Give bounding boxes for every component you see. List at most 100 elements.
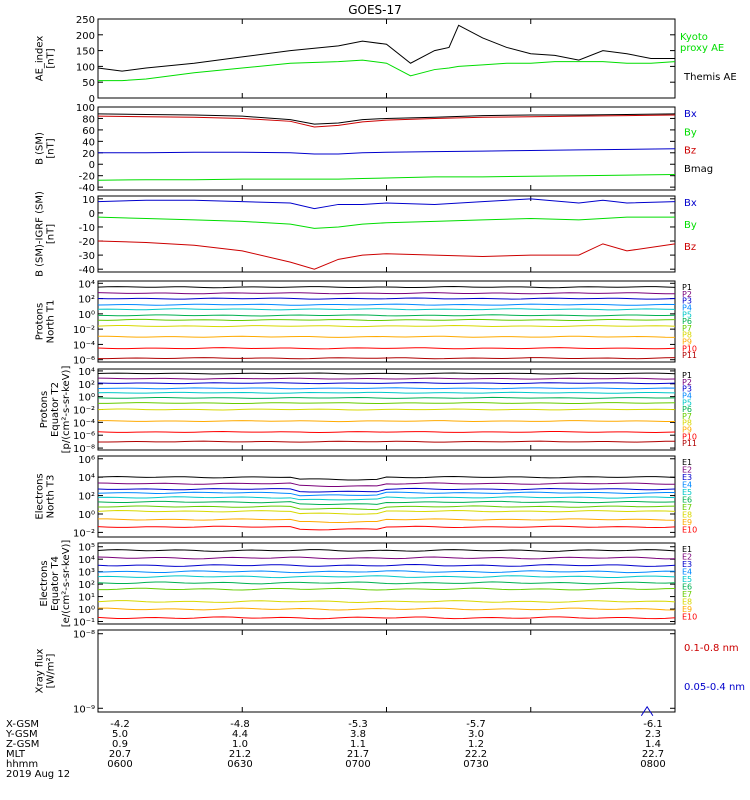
series-line bbox=[97, 198, 676, 210]
footer-value: 2.3 bbox=[645, 729, 661, 740]
series-line bbox=[97, 216, 675, 229]
y-axis-title: ProtonsNorth T1 bbox=[35, 300, 57, 344]
channel-label: P3 bbox=[682, 297, 692, 306]
channel-line bbox=[97, 314, 676, 317]
channel-label: P8 bbox=[682, 419, 692, 428]
channel-line bbox=[97, 570, 676, 574]
y-tick-label: 20 bbox=[82, 149, 95, 160]
channel-line bbox=[97, 518, 676, 524]
y-tick-label: 10⁴ bbox=[78, 367, 95, 378]
channel-label: E7 bbox=[682, 503, 692, 512]
footer-value: 0.9 bbox=[112, 739, 128, 750]
channel-label: E8 bbox=[682, 598, 692, 607]
y-tick-label: 10⁶ bbox=[78, 455, 95, 466]
y-tick-label: -30 bbox=[79, 251, 95, 262]
channel-line bbox=[97, 616, 676, 620]
channel-line bbox=[97, 335, 676, 338]
legend-label: Bx bbox=[684, 109, 697, 120]
channel-label: E9 bbox=[682, 605, 692, 614]
y-tick-label: 10⁻² bbox=[73, 528, 95, 539]
y-tick-label: 0 bbox=[89, 160, 95, 171]
footer-value: 0800 bbox=[640, 759, 665, 770]
channel-line bbox=[97, 491, 676, 497]
channel-label: E3 bbox=[682, 473, 692, 482]
legend-label: By bbox=[684, 220, 697, 231]
channel-label: P4 bbox=[682, 391, 692, 400]
y-tick-label: -40 bbox=[79, 183, 95, 194]
footer-value: 0630 bbox=[227, 759, 252, 770]
y-tick-label: 50 bbox=[82, 78, 95, 89]
y-tick-label: -10 bbox=[79, 223, 95, 234]
series-line bbox=[640, 705, 654, 716]
y-tick-label: 10⁴ bbox=[78, 473, 95, 484]
channel-line bbox=[97, 308, 676, 311]
y-tick-label: 0 bbox=[89, 94, 95, 105]
y-tick-label: 10⁻⁸ bbox=[73, 630, 95, 641]
channel-label: P5 bbox=[682, 398, 692, 407]
footer-value: 3.8 bbox=[350, 729, 366, 740]
legend-label: By bbox=[684, 127, 697, 138]
channel-line bbox=[97, 525, 676, 531]
legend-label: Themis AE bbox=[683, 72, 737, 83]
channel-label: P4 bbox=[682, 303, 692, 312]
y-tick-label: 10³ bbox=[78, 568, 95, 579]
channel-label: P6 bbox=[682, 405, 692, 414]
panel-xray: 10⁻⁸ 10⁻⁹ Xray flux[W/m²] 0.1-0.8 nm 0.05-0.… bbox=[35, 629, 745, 716]
footer-value: 1.2 bbox=[468, 739, 484, 750]
y-tick-label: 10⁴ bbox=[78, 279, 95, 290]
footer-value: 0600 bbox=[107, 759, 132, 770]
panel-frame bbox=[97, 195, 676, 273]
series-line bbox=[97, 114, 676, 128]
channel-line bbox=[97, 297, 676, 300]
y-tick-label: 0 bbox=[89, 209, 95, 220]
channel-label: E9 bbox=[682, 518, 692, 527]
footer-row-label: MLT bbox=[6, 749, 26, 760]
y-tick-label: 100 bbox=[76, 103, 95, 114]
legend-label: proxy AE bbox=[680, 43, 724, 54]
footer-row-label: X-GSM bbox=[6, 719, 39, 730]
legend-label: 0.05-0.4 nm bbox=[684, 682, 745, 693]
channel-label: E4 bbox=[682, 568, 692, 577]
channel-line bbox=[97, 347, 676, 350]
channel-line bbox=[97, 431, 676, 433]
series-line bbox=[97, 240, 676, 270]
channel-label: P7 bbox=[682, 412, 692, 421]
channel-line bbox=[97, 563, 676, 567]
y-tick-label: -20 bbox=[79, 172, 95, 183]
y-tick-label: 10⁰ bbox=[78, 605, 95, 616]
legend-label: Bx bbox=[684, 198, 697, 209]
y-tick-label: 100 bbox=[76, 62, 95, 73]
footer-value: 3.0 bbox=[468, 729, 484, 740]
channel-line bbox=[97, 377, 676, 380]
footer-value: 4.4 bbox=[232, 729, 248, 740]
y-axis-title: ElectronsEquator T4[e/(cm²-s-sr-keV)] bbox=[39, 540, 72, 628]
panel-pe: 10⁴ 10² 10⁰ 10⁻²10⁻⁴ 10⁻⁶ 10⁻⁸ProtonsEquator … bbox=[39, 366, 697, 456]
y-tick-label: 10 bbox=[82, 195, 95, 206]
y-tick-label: 10⁻² bbox=[73, 406, 95, 417]
y-tick-label: 10¹ bbox=[78, 593, 95, 604]
footer-row-label: Y-GSM bbox=[5, 729, 38, 740]
channel-label: P3 bbox=[682, 385, 692, 394]
footer-value: -4.8 bbox=[230, 719, 250, 730]
channel-line bbox=[97, 440, 676, 443]
channel-line bbox=[97, 476, 676, 481]
footer-value: 21.7 bbox=[347, 749, 369, 760]
channel-label: E7 bbox=[682, 590, 692, 599]
channel-label: P10 bbox=[682, 344, 697, 353]
legend-label: 0.1-0.8 nm bbox=[684, 643, 739, 654]
legend-label: Bz bbox=[684, 146, 696, 157]
channel-label: E6 bbox=[682, 583, 692, 592]
channel-label: E5 bbox=[682, 488, 692, 497]
y-axis-title: B (SM)-IGRF (SM)[nT] bbox=[35, 191, 57, 277]
channel-line bbox=[97, 402, 676, 405]
channel-line bbox=[97, 575, 676, 579]
channel-line bbox=[97, 607, 676, 611]
y-tick-label: 10⁴ bbox=[78, 555, 95, 566]
y-tick-label: 10² bbox=[78, 580, 95, 591]
channel-label: P1 bbox=[682, 283, 692, 292]
channel-line bbox=[97, 303, 676, 306]
